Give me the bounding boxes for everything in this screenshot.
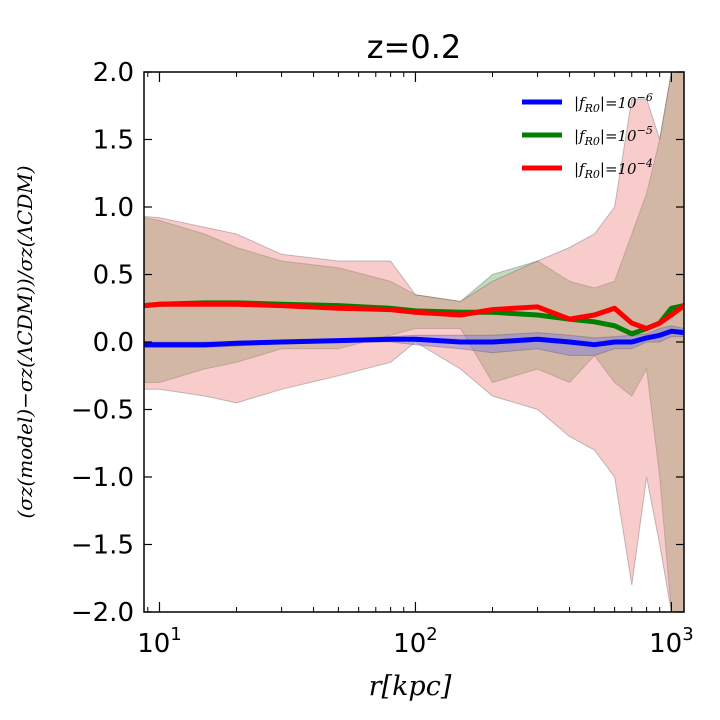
y-tick-label: 0.5 xyxy=(93,261,134,291)
y-tick-label: 1.5 xyxy=(93,126,134,156)
y-axis-label: (σz(model)−σz(ΛCDM))/σz(ΛCDM) xyxy=(13,165,37,518)
legend-label-0: |fR0|=10−6 xyxy=(574,91,653,115)
y-tick-label: 1.0 xyxy=(93,193,134,223)
y-tick-label: −1.5 xyxy=(71,531,134,561)
legend-label-1: |fR0|=10−5 xyxy=(574,124,653,148)
y-tick-label: −0.5 xyxy=(71,396,134,426)
band-2 xyxy=(144,72,684,612)
y-tick-label: −2.0 xyxy=(71,598,134,628)
series-line-0 xyxy=(144,328,684,348)
y-tick-label: −1.0 xyxy=(71,463,134,493)
plot-area xyxy=(144,72,684,612)
legend-label-2: |fR0|=10−4 xyxy=(574,157,653,181)
x-tick-label: 102 xyxy=(393,624,438,659)
x-tick-label: 101 xyxy=(137,624,182,659)
y-tick-label: 2.0 xyxy=(93,58,134,88)
x-axis-label: r[kpc] xyxy=(369,671,452,702)
legend: |fR0|=10−6 |fR0|=10−5 |fR0|=10−4 xyxy=(522,91,653,181)
y-tick-label: 0.0 xyxy=(93,328,134,358)
series-line-2 xyxy=(144,301,684,331)
chart-title: z=0.2 xyxy=(367,28,462,66)
x-tick-label: 103 xyxy=(649,624,694,659)
